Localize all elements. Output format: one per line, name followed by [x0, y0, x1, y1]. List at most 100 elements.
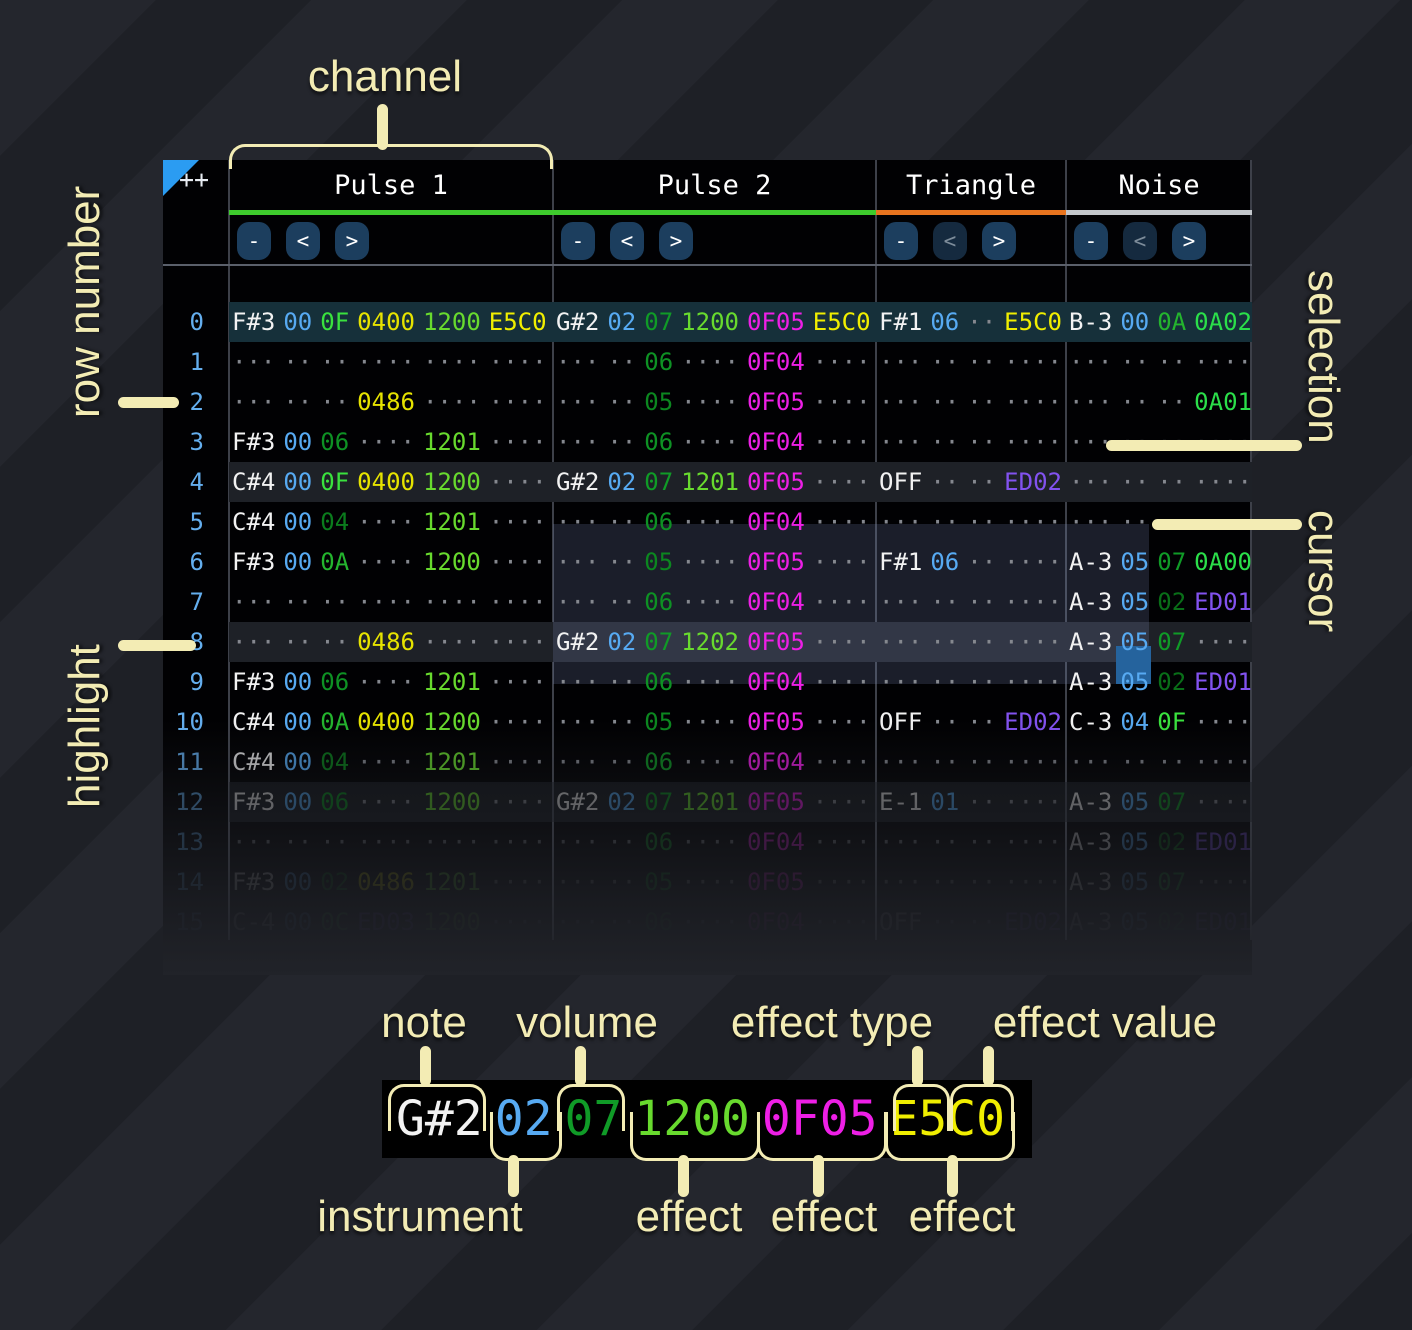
effect-field[interactable]: ····	[357, 588, 415, 616]
effect-field[interactable]: ····	[422, 388, 481, 416]
instrument-field[interactable]: ··	[930, 628, 960, 656]
pattern-cell[interactable]: F#3 00 0F 0400 1200 E5C0	[229, 302, 553, 342]
pattern-cell[interactable]: ···········	[876, 342, 1066, 382]
effect-field[interactable]: ····	[1004, 628, 1062, 656]
effect-field[interactable]: ····	[488, 388, 547, 416]
pattern-cell[interactable]: B-3 00 0A 0A02	[1066, 302, 1252, 342]
effect-field[interactable]: 1200	[422, 468, 481, 496]
note-field[interactable]: ···	[1069, 428, 1113, 456]
note-field[interactable]: ···	[879, 508, 923, 536]
effect-field[interactable]: 0400	[357, 468, 415, 496]
pattern-cell[interactable]: G#2 02 07 1202 0F05 ····	[553, 622, 876, 662]
effect-field[interactable]: 0F05	[746, 628, 805, 656]
pattern-cursor[interactable]	[1116, 646, 1151, 684]
note-field[interactable]: F#3	[232, 548, 276, 576]
prev-instrument-button[interactable]: <	[1123, 222, 1157, 260]
effect-field[interactable]: 0F04	[746, 668, 805, 696]
instrument-field[interactable]: ··	[930, 348, 960, 376]
effect-field[interactable]: 1201	[422, 428, 481, 456]
effect-field[interactable]: ED02	[1004, 468, 1062, 496]
instrument-field[interactable]: ··	[607, 588, 637, 616]
effect-field[interactable]: ····	[812, 508, 871, 536]
effect-field[interactable]: ····	[357, 508, 415, 536]
volume-field[interactable]: ··	[320, 628, 350, 656]
effect-field[interactable]: 0486	[357, 388, 415, 416]
effect-field[interactable]: 0F04	[746, 508, 805, 536]
selection-region[interactable]	[553, 524, 1149, 684]
effect-field[interactable]: ····	[1004, 508, 1062, 536]
note-field[interactable]: F#3	[232, 308, 276, 336]
instrument-field[interactable]: 05	[1120, 548, 1150, 576]
effect-field[interactable]: 0F05	[746, 548, 805, 576]
instrument-field[interactable]: 00	[283, 668, 313, 696]
volume-field[interactable]: 07	[1157, 628, 1187, 656]
note-field[interactable]: ···	[879, 428, 923, 456]
instrument-field[interactable]: ··	[930, 508, 960, 536]
effect-field[interactable]: ····	[488, 668, 547, 696]
volume-field[interactable]: ··	[967, 668, 997, 696]
effect-field[interactable]: ····	[1194, 628, 1252, 656]
volume-field[interactable]: 02	[1157, 588, 1187, 616]
volume-field[interactable]: 05	[644, 388, 674, 416]
effect-field[interactable]: ····	[488, 348, 547, 376]
instrument-field[interactable]: 06	[930, 308, 960, 336]
instrument-field[interactable]: 02	[607, 628, 637, 656]
volume-field[interactable]: 04	[320, 508, 350, 536]
note-field[interactable]: ···	[556, 348, 600, 376]
instrument-field[interactable]: ··	[283, 628, 313, 656]
instrument-field[interactable]: ··	[930, 388, 960, 416]
effect-field[interactable]: E5C0	[812, 308, 871, 336]
effect-field[interactable]: ····	[357, 668, 415, 696]
pattern-cell[interactable]: F#1 06 ·· ····	[876, 542, 1066, 582]
note-field[interactable]: C#4	[232, 468, 276, 496]
note-field[interactable]: C#4	[232, 508, 276, 536]
effect-field[interactable]: ····	[357, 548, 415, 576]
prev-instrument-button[interactable]: <	[610, 222, 644, 260]
pattern-cell[interactable]: ·····06····0F04····	[553, 502, 876, 542]
instrument-field[interactable]: 02	[607, 468, 637, 496]
note-field[interactable]: G#2	[556, 308, 600, 336]
note-field[interactable]: ···	[232, 388, 276, 416]
effect-field[interactable]: ····	[1004, 348, 1062, 376]
remove-effect-button[interactable]: -	[237, 222, 271, 260]
effect-field[interactable]: ····	[488, 428, 547, 456]
instrument-field[interactable]: 02	[607, 308, 637, 336]
volume-field[interactable]: ··	[967, 308, 997, 336]
note-field[interactable]: F#3	[232, 428, 276, 456]
effect-field[interactable]: ····	[681, 588, 739, 616]
note-field[interactable]: ···	[1069, 508, 1113, 536]
instrument-field[interactable]: ··	[607, 388, 637, 416]
volume-field[interactable]: 0F	[320, 468, 350, 496]
pattern-cell[interactable]: ···········	[876, 662, 1066, 702]
volume-field[interactable]: ··	[967, 468, 997, 496]
pattern-cell[interactable]: ·····06····0F04····	[553, 662, 876, 702]
instrument-field[interactable]: ··	[607, 668, 637, 696]
volume-field[interactable]: 06	[320, 428, 350, 456]
note-field[interactable]: F#1	[879, 308, 923, 336]
note-field[interactable]: A-3	[1069, 548, 1113, 576]
effect-field[interactable]: ····	[1004, 588, 1062, 616]
effect-field[interactable]: ····	[812, 628, 871, 656]
effect-field[interactable]: ····	[681, 348, 739, 376]
remove-effect-button[interactable]: -	[884, 222, 918, 260]
effect-field[interactable]: 0F05	[746, 308, 805, 336]
instrument-field[interactable]: ··	[1120, 468, 1150, 496]
effect-field[interactable]: ····	[812, 428, 871, 456]
pattern-cell[interactable]: C#4 00 0F 0400 1200 ····	[229, 462, 553, 502]
instrument-field[interactable]: 00	[283, 428, 313, 456]
note-field[interactable]: ···	[879, 668, 923, 696]
instrument-field[interactable]: 05	[1120, 668, 1150, 696]
instrument-field[interactable]: ··	[930, 668, 960, 696]
note-field[interactable]: F#1	[879, 548, 923, 576]
instrument-field[interactable]: ··	[1120, 388, 1150, 416]
volume-field[interactable]: ··	[967, 588, 997, 616]
next-instrument-button[interactable]: >	[982, 222, 1016, 260]
effect-field[interactable]: ED01	[1194, 588, 1252, 616]
volume-field[interactable]: ··	[967, 628, 997, 656]
effect-field[interactable]: ····	[812, 348, 871, 376]
instrument-field[interactable]: 06	[930, 548, 960, 576]
instrument-field[interactable]: ··	[930, 588, 960, 616]
note-field[interactable]: ···	[1069, 348, 1113, 376]
channel-header-pulse-1[interactable]: Pulse 1 - < >	[229, 160, 553, 260]
